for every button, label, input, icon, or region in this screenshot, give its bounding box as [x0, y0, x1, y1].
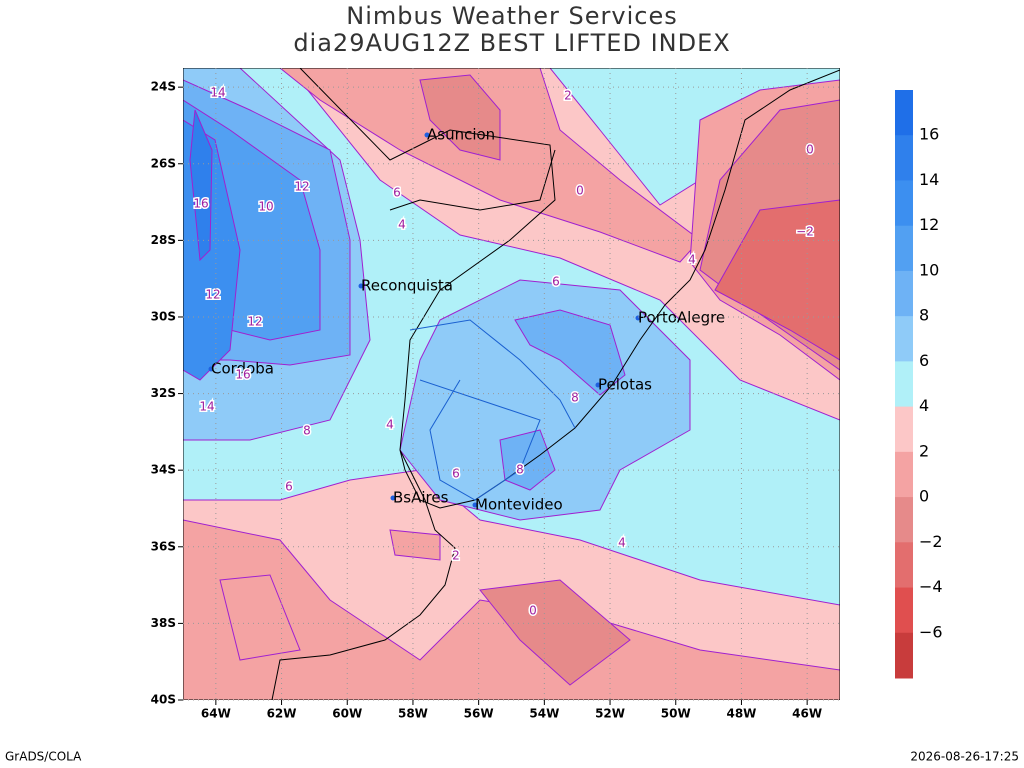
contour-label: 0	[529, 604, 537, 618]
colorbar-label: 10	[919, 260, 939, 279]
contour-label: 10	[258, 200, 273, 214]
contour-label: 12	[205, 288, 220, 302]
colorbar-label: 4	[919, 396, 929, 415]
lat-tick-label: 26S	[151, 156, 176, 170]
contour-label: 8	[571, 391, 579, 405]
city-label: Asuncion	[427, 126, 495, 144]
contour-label: 4	[618, 536, 626, 550]
city-label: BsAires	[393, 489, 449, 507]
lat-tick-label: 30S	[151, 309, 176, 323]
contour-label: 14	[210, 86, 225, 100]
colorbar-swatch	[895, 90, 913, 136]
contour-label: 6	[393, 186, 401, 200]
colorbar-label: 8	[919, 306, 929, 325]
contour-label: 6	[552, 275, 560, 289]
contour-label: −2	[796, 225, 814, 239]
contour-label: 2	[564, 89, 572, 103]
colorbar-swatch	[895, 587, 913, 634]
colorbar-label: 14	[919, 170, 939, 189]
lat-tick-label: 40S	[151, 693, 176, 707]
city-label: Cordoba	[211, 360, 274, 378]
colorbar-swatch	[895, 225, 913, 272]
lon-tick-label: 48W	[726, 707, 756, 721]
lon-tick-label: 46W	[792, 707, 822, 721]
contour-labels: 14 16 12 10 12 12 16 14 6 4 2 0 0 −2 4 6…	[192, 84, 815, 619]
city-label: Reconquista	[361, 277, 453, 295]
colorbar-swatch	[895, 451, 913, 498]
colorbar-swatch	[895, 406, 913, 453]
contour-label: 0	[806, 143, 814, 157]
lon-tick-label: 50W	[661, 707, 691, 721]
lat-tick-label: 28S	[151, 233, 176, 247]
colorbar-label: 0	[919, 487, 929, 506]
contour-label: 6	[452, 467, 460, 481]
contour-label: 14	[199, 400, 214, 414]
footer-right: 2026-08-26-17:25	[910, 750, 1019, 764]
lon-tick-label: 52W	[595, 707, 625, 721]
colorbar-swatch	[895, 632, 913, 679]
contour-label: 4	[688, 253, 696, 267]
colorbar-swatch	[895, 316, 913, 362]
lon-tick-label: 62W	[267, 707, 297, 721]
contour-label: 6	[285, 480, 293, 494]
geography	[183, 68, 840, 700]
lon-tick-label: 54W	[529, 707, 559, 721]
subtitle: dia29AUG12Z BEST LIFTED INDEX	[293, 29, 730, 57]
colorbar-label: 2	[919, 441, 929, 460]
colorbar-swatch	[895, 497, 913, 543]
lon-tick-label: 56W	[464, 707, 494, 721]
colorbar-swatch	[895, 135, 913, 181]
lat-tick-label: 36S	[151, 539, 176, 553]
city-label: Montevideo	[475, 496, 563, 514]
contour-label: 4	[398, 218, 406, 232]
contour-label: 8	[303, 424, 311, 438]
colorbar-swatch	[895, 180, 913, 227]
lon-tick-label: 64W	[201, 707, 231, 721]
contour-label: 16	[193, 197, 208, 211]
contour-label: 0	[576, 184, 584, 198]
city-label: Pelotas	[598, 376, 652, 394]
lat-tick-label: 34S	[151, 463, 176, 477]
colorbar-label: −2	[919, 532, 943, 551]
contour-label: 16	[235, 368, 250, 382]
colorbar-label: −4	[919, 577, 943, 596]
colorbar-swatch	[895, 542, 913, 589]
contour-label: 2	[452, 549, 460, 563]
contour-label: 8	[516, 463, 524, 477]
contour-label: 12	[247, 315, 262, 329]
colorbar-swatch	[895, 361, 913, 408]
contour-label: 4	[386, 418, 394, 432]
lat-tick-label: 32S	[151, 386, 176, 400]
contour-label: 12	[294, 180, 309, 194]
lon-tick-label: 58W	[398, 707, 428, 721]
colorbar-label: −6	[919, 622, 943, 641]
colorbar-label: 6	[919, 351, 929, 370]
colorbar-label: 16	[919, 125, 939, 144]
colorbar-swatch	[895, 270, 913, 317]
cities: Asuncion Reconquista PortoAlegre Cordoba…	[208, 126, 725, 514]
lon-tick-label: 60W	[332, 707, 362, 721]
colorbar-label: 12	[919, 215, 939, 234]
lat-tick-label: 24S	[151, 80, 176, 94]
title: Nimbus Weather Services	[346, 2, 677, 30]
footer-left: GrADS/COLA	[5, 750, 82, 764]
map-fill	[183, 68, 840, 700]
lat-tick-label: 38S	[151, 616, 176, 630]
city-label: PortoAlegre	[638, 309, 725, 327]
